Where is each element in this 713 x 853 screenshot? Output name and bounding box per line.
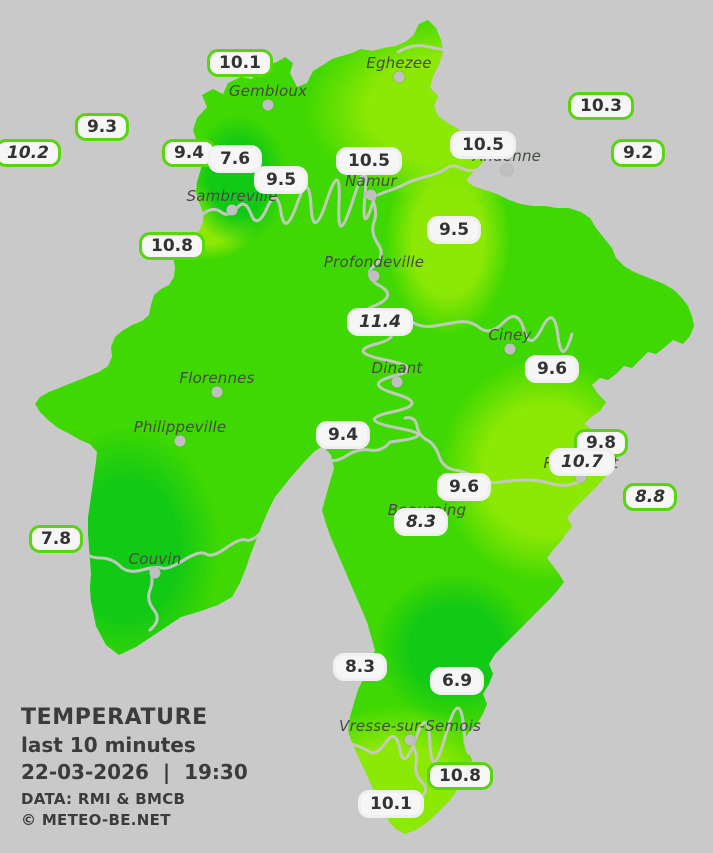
temp-reading-badge: 9.3 [74, 113, 130, 141]
temp-reading-badge: 8.3 [393, 508, 449, 536]
temp-reading-badge: 9.2 [610, 139, 666, 167]
city-dot [368, 270, 380, 282]
temp-reading-badge: 10.1 [207, 49, 273, 77]
temp-reading-badge: 10.3 [568, 92, 634, 120]
city-dot [365, 189, 377, 201]
temp-reading-badge: 8.8 [622, 483, 678, 511]
city-label: Ciney [488, 326, 532, 344]
temp-reading-badge: 9.5 [426, 216, 482, 244]
river-viroin [76, 498, 288, 573]
temp-reading-badge: 10.5 [450, 131, 516, 159]
river-couvin-branch [147, 566, 159, 632]
city-label: Eghezee [366, 54, 432, 72]
city-dot [501, 164, 513, 176]
river-semois [328, 706, 480, 764]
city-label: Gembloux [228, 82, 308, 100]
copyright-note: © METEO-BE.NET [21, 811, 171, 829]
city-dot [391, 376, 403, 388]
temp-reading-badge: 10.8 [139, 232, 205, 260]
city-dot [504, 343, 516, 355]
city-dot [211, 386, 223, 398]
city-label: Philippeville [133, 418, 227, 436]
temp-reading-badge: 10.2 [0, 139, 61, 167]
city-label: Couvin [128, 550, 182, 568]
map-datetime: 22-03-2026 | 19:30 [21, 760, 248, 784]
temp-reading-badge: 9.6 [436, 473, 492, 501]
data-source: DATA: RMI & BMCB [21, 790, 186, 808]
city-dot [575, 471, 587, 483]
river-bocq [386, 315, 574, 353]
city-dot [262, 99, 274, 111]
map-title: TEMPERATURE [21, 705, 208, 730]
temp-reading-badge: 7.8 [28, 525, 84, 553]
city-label: Profondeville [323, 253, 425, 271]
temp-reading-badge: 8.3 [332, 653, 388, 681]
city-dot [404, 734, 416, 746]
city-dot [393, 71, 405, 83]
title-block: TEMPERATURE last 10 minutes 22-03-2026 |… [21, 704, 248, 831]
city-label: Florennes [179, 369, 255, 387]
city-dot [149, 567, 161, 579]
temp-reading-badge: 10.8 [427, 762, 493, 790]
map-subtitle: last 10 minutes [21, 733, 196, 757]
city-label: Dinant [371, 359, 423, 377]
temp-reading-badge: 10.7 [549, 448, 615, 476]
city-label: Namur [345, 172, 397, 190]
temp-reading-badge: 10.5 [336, 147, 402, 175]
temp-reading-badge: 11.4 [347, 308, 413, 336]
river-meuse-south [322, 196, 420, 463]
rivers [76, 44, 585, 800]
city-dot [174, 435, 186, 447]
temp-reading-badge: 9.4 [315, 421, 371, 449]
temp-reading-badge: 7.6 [207, 145, 263, 173]
city-label: Vresse-sur-Semois [339, 717, 481, 735]
river-semois-branch [410, 742, 427, 800]
city-label: Sambreville [186, 187, 278, 205]
city-dot [226, 204, 238, 216]
temp-reading-badge: 9.6 [524, 355, 580, 383]
temp-reading-badge: 10.1 [358, 790, 424, 818]
temp-reading-badge: 9.5 [253, 166, 309, 194]
river-mehaigne [396, 44, 446, 54]
temp-reading-badge: 6.9 [429, 667, 485, 695]
